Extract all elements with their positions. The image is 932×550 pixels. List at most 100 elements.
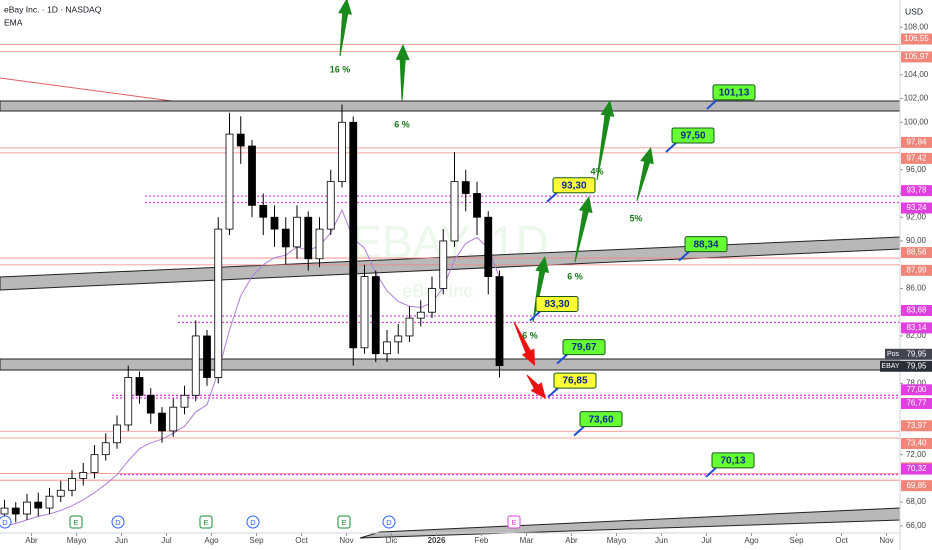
level-label: 69,85	[906, 481, 927, 490]
candle-body	[225, 133, 234, 230]
x-tick-label: Nov	[339, 536, 353, 545]
arrow	[395, 44, 410, 101]
x-tick-label: Ago	[204, 536, 219, 545]
candle-body	[461, 181, 470, 194]
candle-body	[270, 216, 279, 230]
arrow-label: 16 %	[330, 64, 351, 74]
level-label: 83,14	[906, 323, 927, 332]
level-tag	[901, 322, 932, 334]
candle-body	[450, 181, 459, 242]
arrow-label: 6 %	[567, 271, 583, 281]
y-tick-label: 92,00	[906, 212, 927, 221]
target-box	[671, 127, 715, 144]
candle-body	[428, 288, 436, 313]
y-tick-label: 104,00	[904, 70, 929, 79]
currency: USD	[905, 6, 923, 16]
level-label: 97,84	[906, 138, 927, 147]
x-tick-label: Ago	[744, 536, 759, 545]
level-tag	[901, 420, 932, 432]
x-tick-label: Sep	[789, 536, 804, 545]
candle-body	[191, 335, 200, 396]
price-tag-label: 79,95	[906, 349, 927, 358]
chart-title: eBay Inc. · 1D · NASDAQ	[4, 4, 102, 14]
x-tick-label: Oct	[295, 536, 308, 545]
target-box	[553, 372, 597, 389]
level-label: 93,24	[906, 203, 927, 212]
candle-body	[259, 204, 268, 218]
level-tag	[901, 438, 932, 450]
target-pointer	[573, 425, 585, 437]
event-marker	[246, 515, 260, 529]
target-pointer	[547, 387, 559, 398]
candle-body	[203, 335, 211, 378]
level-tag	[901, 398, 932, 410]
target-box	[711, 452, 755, 469]
y-tick-label: 66,00	[906, 521, 927, 530]
level-label: 73,40	[906, 439, 927, 448]
candle-body	[101, 442, 110, 456]
y-tick-label: 108,00	[904, 22, 929, 31]
level-label: 73,97	[906, 421, 927, 430]
candle-body	[371, 276, 380, 355]
x-tick-label: Nov	[879, 536, 893, 545]
event-label: E	[73, 518, 78, 527]
level-label: 77,00	[906, 385, 927, 394]
arrow	[526, 374, 546, 399]
target-label: 70,13	[720, 455, 745, 466]
target-label: 93,30	[561, 180, 586, 191]
y-tick-label: 90,00	[906, 236, 927, 245]
candle-body	[0, 507, 9, 515]
target-box	[579, 411, 623, 428]
event-marker	[111, 515, 125, 529]
candle-body	[158, 412, 166, 432]
target-label: 73,60	[588, 414, 613, 425]
arrow-label: 5%	[629, 213, 642, 223]
candle-body	[281, 228, 290, 248]
candle-body	[90, 454, 99, 473]
candle-body	[394, 335, 403, 343]
event-marker	[382, 515, 396, 529]
level-tag	[901, 463, 932, 475]
candle-body	[56, 489, 65, 497]
arrow-label: 6 %	[394, 119, 410, 129]
candle-body	[439, 240, 448, 289]
level-label: 76,77	[906, 399, 927, 408]
level-label: 93,78	[906, 186, 927, 195]
y-tick-label: 68,00	[906, 497, 927, 506]
candle-body	[34, 501, 43, 509]
y-tick-label: 100,00	[904, 117, 929, 126]
target-pointer	[678, 250, 690, 262]
candle-body	[214, 228, 223, 378]
level-tag	[901, 264, 932, 276]
level-tag	[901, 202, 932, 214]
arrow	[513, 321, 535, 366]
candle-body	[23, 501, 31, 515]
arrow-label: 6 %	[522, 330, 538, 340]
candle-body	[236, 133, 245, 147]
candle-body	[473, 193, 481, 218]
candle-body	[338, 121, 346, 183]
candle-body	[113, 424, 121, 444]
level-label: 97,42	[906, 154, 927, 163]
price-tag-box	[901, 348, 932, 360]
y-tick-label: 72,00	[906, 450, 927, 459]
event-label: E	[511, 518, 516, 527]
candle-body	[79, 472, 88, 479]
target-pointer	[706, 99, 718, 110]
price-tag-name: EBAY	[881, 363, 899, 370]
event-marker	[507, 515, 521, 529]
x-tick-label: Jul	[161, 536, 171, 545]
event-marker	[199, 515, 213, 529]
x-tick-label: Jun	[115, 536, 128, 545]
price-tag-name-box	[880, 360, 901, 372]
candle-body	[304, 216, 313, 260]
candle-body	[484, 216, 493, 277]
event-label: E	[203, 518, 208, 527]
target-label: 101,13	[719, 87, 750, 98]
target-label: 79,67	[571, 342, 596, 353]
band	[0, 358, 901, 371]
candle-body	[169, 406, 178, 432]
ema-line	[4, 208, 500, 527]
y-tick-label: 96,00	[906, 165, 927, 174]
price-tag-name: Pos	[887, 351, 900, 358]
